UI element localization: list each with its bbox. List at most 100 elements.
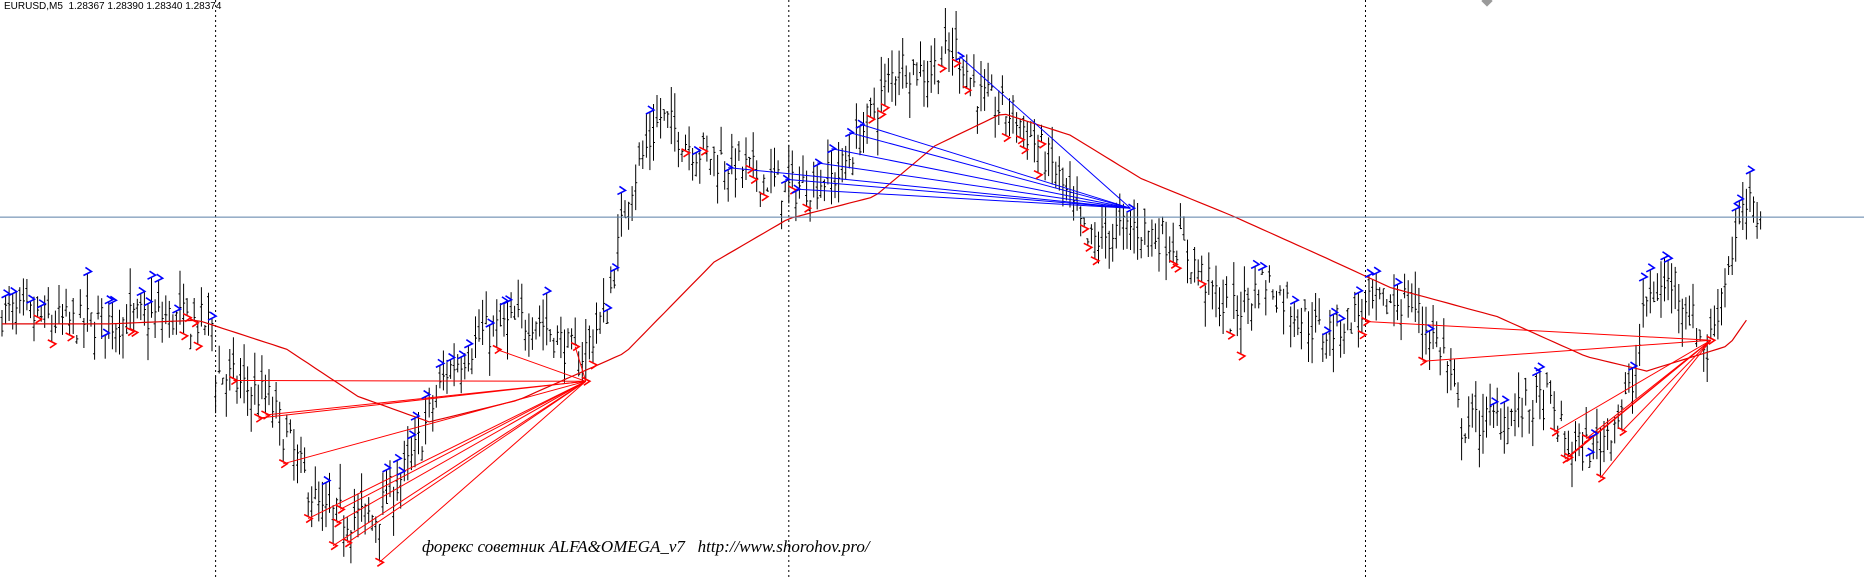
buy-arrow bbox=[456, 350, 467, 360]
buy-arrow bbox=[1734, 194, 1745, 204]
ticker-header: EURUSD,M5 1.28367 1.28390 1.28340 1.2837… bbox=[4, 1, 221, 12]
buy-arrow bbox=[1489, 397, 1500, 407]
sell-arrow bbox=[745, 164, 756, 174]
sell-arrow bbox=[1361, 316, 1372, 327]
trade-link bbox=[379, 380, 587, 563]
trade-link bbox=[574, 346, 587, 382]
sell-arrow bbox=[1596, 473, 1607, 483]
trade-link bbox=[1365, 321, 1711, 341]
buy-arrow bbox=[1731, 202, 1742, 212]
trade-link bbox=[307, 380, 587, 520]
buy-arrow bbox=[1645, 263, 1656, 273]
buy-arrow bbox=[1588, 429, 1599, 439]
sell-arrow bbox=[588, 360, 599, 370]
sell-arrow bbox=[681, 148, 692, 158]
buy-arrow bbox=[1425, 324, 1436, 334]
buy-arrow bbox=[108, 295, 118, 306]
sell-arrow bbox=[1564, 452, 1574, 463]
trade-link bbox=[795, 188, 1131, 209]
moving-average-line bbox=[2, 113, 1747, 423]
sell-arrow bbox=[125, 326, 136, 337]
sell-arrow bbox=[193, 341, 204, 351]
buy-arrow bbox=[147, 270, 158, 280]
sell-arrow bbox=[47, 339, 58, 349]
sell-arrow bbox=[1225, 330, 1236, 340]
trade-link bbox=[339, 380, 587, 510]
buy-arrow bbox=[1745, 165, 1756, 175]
watermark-text: форекс советник ALFA&OMEGA_v7 http://www… bbox=[422, 537, 870, 556]
buy-arrow bbox=[723, 162, 734, 173]
sell-arrow bbox=[1549, 427, 1560, 437]
buy-arrow bbox=[136, 286, 147, 297]
buy-arrow bbox=[321, 475, 332, 486]
buy-arrow bbox=[1289, 295, 1300, 305]
sell-arrow bbox=[328, 540, 339, 551]
buy-arrow bbox=[602, 303, 613, 313]
sell-arrow bbox=[342, 538, 353, 548]
trade-link bbox=[1422, 339, 1711, 362]
sell-arrow bbox=[1090, 256, 1101, 266]
moving-average-path bbox=[2, 113, 1747, 423]
buy-arrow bbox=[1371, 266, 1382, 276]
sell-arrow bbox=[1033, 170, 1044, 180]
trade-link bbox=[336, 380, 587, 524]
trade-link bbox=[265, 380, 586, 416]
buy-arrow bbox=[100, 328, 111, 338]
sell-arrow bbox=[261, 410, 272, 420]
trade-link bbox=[859, 123, 1131, 209]
buy-arrow bbox=[104, 294, 115, 305]
buy-arrow bbox=[435, 358, 446, 369]
buy-arrow bbox=[1532, 366, 1542, 377]
sell-arrow bbox=[748, 174, 759, 185]
sell-arrow bbox=[581, 376, 592, 386]
sell-arrow bbox=[1617, 426, 1628, 437]
day-separators bbox=[215, 0, 1366, 580]
buy-arrow bbox=[396, 466, 407, 476]
buy-arrow bbox=[609, 262, 620, 273]
sell-arrow bbox=[880, 102, 891, 113]
buy-arrow bbox=[446, 352, 457, 363]
buy-arrow bbox=[1329, 307, 1340, 318]
trade-link bbox=[496, 349, 586, 382]
buy-arrow bbox=[617, 185, 628, 196]
sell-arrow bbox=[1037, 139, 1048, 149]
buy-arrow bbox=[143, 296, 154, 307]
sell-arrow bbox=[962, 85, 973, 95]
buy-arrow bbox=[1364, 268, 1375, 279]
sell-arrow bbox=[1079, 224, 1090, 234]
buy-arrow bbox=[791, 184, 802, 194]
buy-arrow bbox=[8, 286, 19, 297]
buy-arrow bbox=[1336, 313, 1347, 324]
buy-arrow bbox=[1250, 259, 1261, 270]
buy-arrow bbox=[1126, 203, 1137, 213]
buy-arrow bbox=[812, 158, 823, 168]
sell-arrow bbox=[253, 413, 264, 423]
buy-arrow bbox=[503, 295, 514, 305]
buy-arrow bbox=[1499, 395, 1510, 405]
sell-arrow bbox=[1236, 351, 1247, 361]
sell-arrow bbox=[33, 314, 44, 324]
buy-arrow bbox=[36, 299, 47, 309]
trade-link bbox=[332, 380, 587, 547]
buy-arrow bbox=[485, 318, 496, 328]
buy-arrow bbox=[1257, 261, 1268, 272]
buy-arrow bbox=[83, 266, 94, 277]
sell-arrow bbox=[698, 146, 709, 156]
sell-arrow bbox=[759, 191, 770, 202]
sell-arrow bbox=[1083, 242, 1094, 252]
trade-link bbox=[1621, 339, 1712, 432]
trade-link bbox=[817, 162, 1131, 209]
trade-link bbox=[959, 55, 1131, 209]
buy-arrow bbox=[855, 119, 866, 129]
buy-arrow bbox=[26, 294, 37, 304]
buy-arrow bbox=[1638, 272, 1649, 282]
sell-arrow bbox=[1172, 263, 1183, 273]
sell-arrow bbox=[492, 344, 503, 355]
sell-arrow bbox=[866, 114, 877, 124]
sell-arrow bbox=[375, 557, 385, 567]
trade-link bbox=[728, 167, 1131, 209]
sell-arrow bbox=[182, 312, 193, 323]
sell-arrow bbox=[335, 504, 346, 514]
ohlc-bars bbox=[0, 8, 1763, 564]
